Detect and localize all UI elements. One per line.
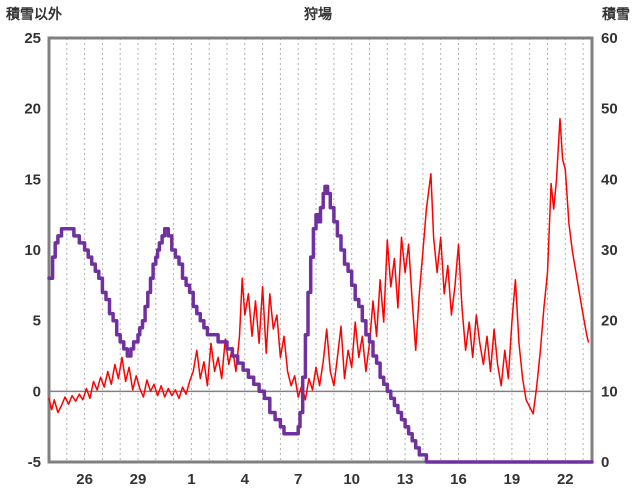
x-axis-tick-label: 26 (76, 471, 93, 488)
x-axis-tick-label: 7 (294, 471, 302, 488)
x-axis-tick-label: 13 (397, 471, 414, 488)
x-axis-tick-label: 1 (187, 471, 195, 488)
x-axis-tick-label: 29 (130, 471, 147, 488)
x-axis-tick-label: 19 (504, 471, 521, 488)
left-axis-tick-label: 0 (33, 383, 41, 400)
left-axis-tick-label: 10 (24, 242, 41, 259)
plot-frame (47, 36, 594, 464)
x-axis-tick-label: 22 (557, 471, 574, 488)
right-axis-tick-label: 50 (601, 101, 618, 118)
x-axis-tick-label: 10 (343, 471, 360, 488)
left-axis-tick-label: 15 (24, 171, 41, 188)
x-axis-tick-label: 16 (450, 471, 467, 488)
chart-header: 積雪以外 狩場 積雪 (0, 4, 636, 26)
right-axis-tick-label: 20 (601, 313, 618, 330)
left-axis-title: 積雪以外 (6, 6, 62, 22)
right-axis-tick-label: 30 (601, 242, 618, 259)
series-line-right (47, 184, 594, 464)
series-line-left (48, 117, 590, 415)
left-axis-tick-label: 25 (24, 30, 41, 47)
left-axis-tick-label: 5 (33, 313, 41, 330)
right-axis-tick-label: 10 (601, 383, 618, 400)
right-axis-tick-label: 0 (601, 454, 609, 471)
right-axis-tick-label: 40 (601, 171, 618, 188)
left-axis-tick-label: -5 (28, 454, 41, 471)
left-axis-tick-label: 20 (24, 101, 41, 118)
right-axis-title: 積雪 (602, 6, 630, 22)
x-axis-tick-label: 4 (241, 471, 250, 488)
right-axis-tick-label: 60 (601, 30, 618, 47)
chart-title: 狩場 (304, 6, 332, 22)
